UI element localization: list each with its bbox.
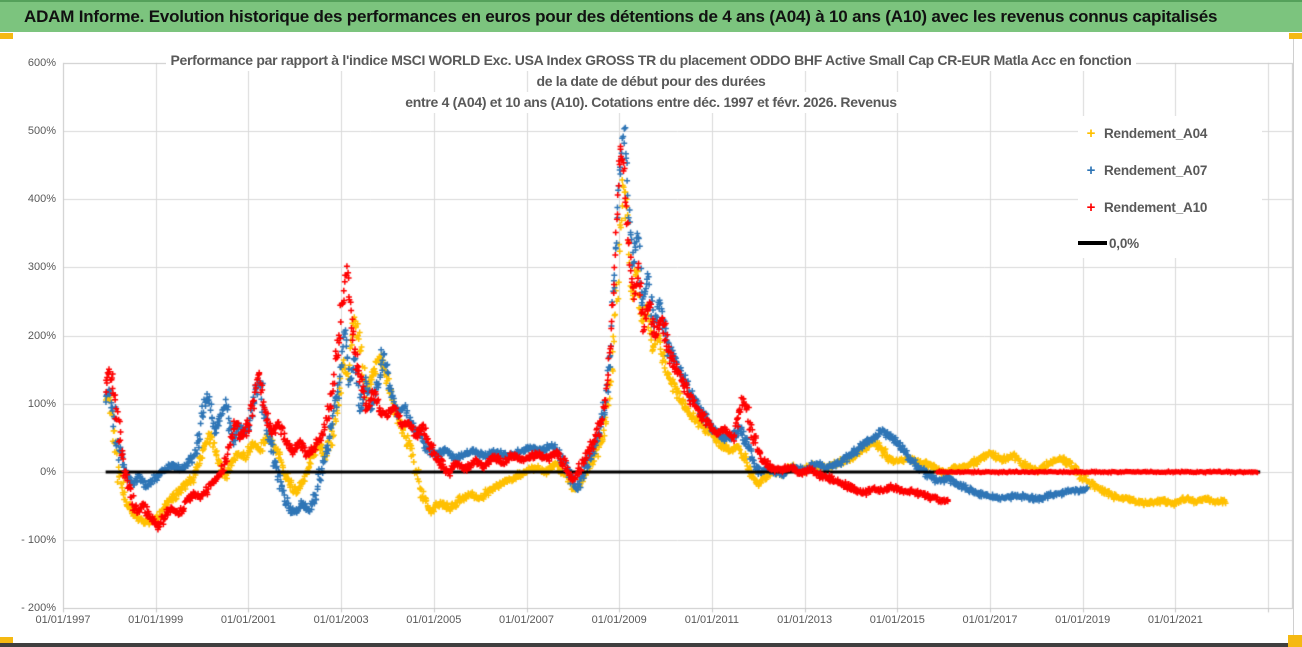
y-tick-label: 0%: [40, 466, 56, 478]
x-tick-label: 01/01/1999: [128, 614, 184, 626]
x-tick-label: 01/01/2009: [591, 614, 647, 626]
y-tick-label: - 100%: [21, 534, 56, 547]
plus-marker-icon: +: [1086, 198, 1096, 216]
x-tick-label: 01/01/2015: [869, 614, 925, 626]
legend-label: Rendement_A04: [1104, 125, 1208, 141]
y-tick-label: 600%: [27, 56, 56, 69]
legend-item-rendement-a07: + Rendement_A07: [1078, 159, 1262, 181]
zero-line-swatch-icon: [1078, 241, 1107, 245]
chart-outer-border: [1293, 33, 1294, 643]
gold-corner-accent: [0, 637, 13, 643]
y-tick-label: 300%: [27, 261, 56, 274]
x-tick-label: 01/01/2007: [498, 614, 555, 626]
gold-corner-accent: [0, 33, 13, 39]
y-tick-label: 400%: [27, 193, 56, 206]
legend-item-rendement-a10: + Rendement_A10: [1078, 196, 1262, 218]
legend-label: 0,0%: [1109, 235, 1139, 251]
header-bar: ADAM Informe. Evolution historique des p…: [0, 0, 1302, 32]
bottom-edge-strip: [0, 643, 1302, 647]
legend: + Rendement_A04 + Rendement_A07 + Rendem…: [1078, 116, 1262, 258]
legend-item-rendement-a04: + Rendement_A04: [1078, 122, 1262, 144]
gold-corner-accent: [1288, 635, 1302, 647]
x-tick-label: 01/01/1997: [35, 614, 91, 626]
x-tick-label: 01/01/2011: [684, 614, 740, 626]
x-tick-label: 01/01/2005: [406, 614, 462, 626]
x-tick-label: 01/01/2001: [220, 614, 276, 626]
y-tick-label: 100%: [27, 397, 56, 410]
x-tick-label: 01/01/2017: [962, 614, 1018, 626]
y-tick-label: - 200%: [21, 602, 56, 615]
y-tick-label: 500%: [27, 125, 56, 137]
y-tick-label: 200%: [27, 329, 56, 342]
x-tick-label: 01/01/2019: [1055, 614, 1111, 626]
x-tick-label: 01/01/2021: [1147, 614, 1203, 626]
gold-corner-accent: [1289, 33, 1302, 39]
plus-marker-icon: +: [1086, 161, 1096, 179]
legend-label: Rendement_A07: [1104, 162, 1208, 178]
x-tick-label: 01/01/2003: [313, 614, 369, 626]
plus-marker-icon: +: [1086, 124, 1096, 142]
legend-label: Rendement_A10: [1104, 199, 1208, 215]
header-title: ADAM Informe. Evolution historique des p…: [24, 7, 1218, 26]
legend-item-zero-line: 0,0%: [1078, 232, 1262, 254]
x-tick-label: 01/01/2013: [777, 614, 833, 626]
